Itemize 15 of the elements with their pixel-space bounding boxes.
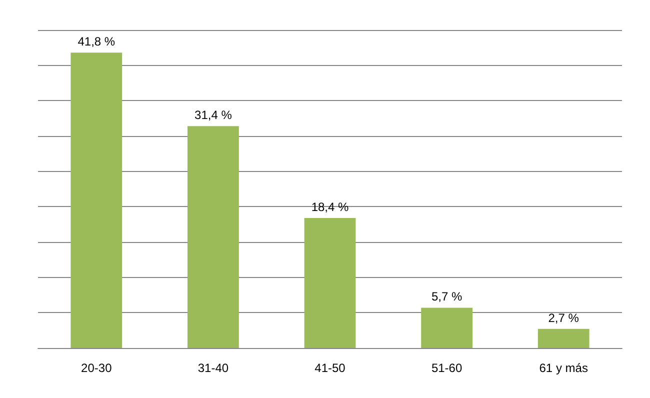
x-tick-label: 41-50	[314, 361, 346, 375]
x-tick-label: 31-40	[198, 361, 229, 375]
data-label: 18,4 %	[311, 200, 350, 214]
data-label: 2,7 %	[548, 310, 580, 325]
x-tick-label: 61 y más	[539, 361, 588, 375]
bar	[304, 218, 356, 348]
bar	[421, 308, 472, 348]
data-label: 31,4 %	[194, 108, 232, 122]
data-label: 41,8 %	[78, 34, 116, 49]
bar	[70, 52, 122, 348]
x-tick-label: 20-30	[81, 361, 112, 375]
x-tick-label: 51-60	[431, 361, 462, 375]
bar	[188, 126, 239, 348]
data-label: 5,7 %	[431, 290, 462, 304]
bar	[538, 328, 590, 348]
